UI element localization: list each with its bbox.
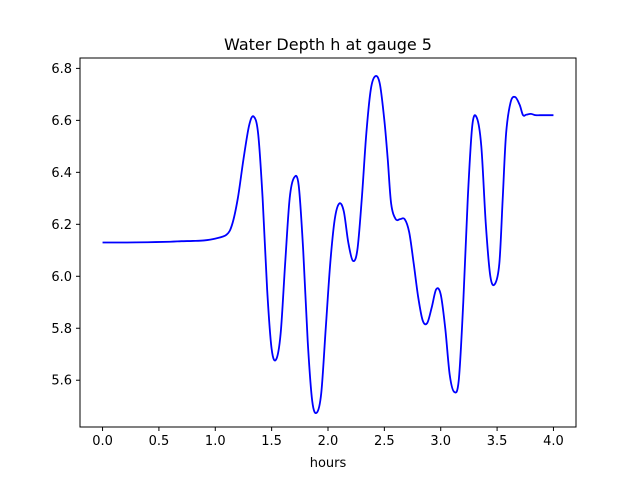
x-tick-label: 3.0	[430, 434, 451, 449]
x-tick-label: 4.0	[543, 434, 564, 449]
y-tick-label: 6.0	[51, 270, 72, 285]
y-tick-label: 6.6	[51, 114, 72, 129]
x-tick-label: 1.5	[261, 434, 282, 449]
x-tick-label: 3.5	[487, 434, 508, 449]
x-axis-label: hours	[310, 456, 347, 471]
water-depth-series-line	[102, 75, 554, 415]
y-tick-label: 5.8	[51, 322, 72, 337]
y-tick-label: 6.2	[51, 218, 72, 233]
x-tick-label: 1.0	[205, 434, 226, 449]
x-axis-ticks: 0.0 0.5 1.0 1.5 2.0 2.5 3.0 3.5 4.0	[92, 427, 564, 449]
x-tick-label: 2.5	[374, 434, 395, 449]
x-tick-label: 0.5	[149, 434, 170, 449]
x-tick-label: 2.0	[318, 434, 339, 449]
y-axis-ticks: 5.6 5.8 6.0 6.2 6.4 6.6 6.8	[51, 62, 80, 389]
y-tick-label: 5.6	[51, 374, 72, 389]
y-tick-label: 6.4	[51, 166, 72, 181]
y-tick-label: 6.8	[51, 62, 72, 77]
chart-title: Water Depth h at gauge 5	[224, 35, 432, 54]
x-tick-label: 0.0	[92, 434, 113, 449]
